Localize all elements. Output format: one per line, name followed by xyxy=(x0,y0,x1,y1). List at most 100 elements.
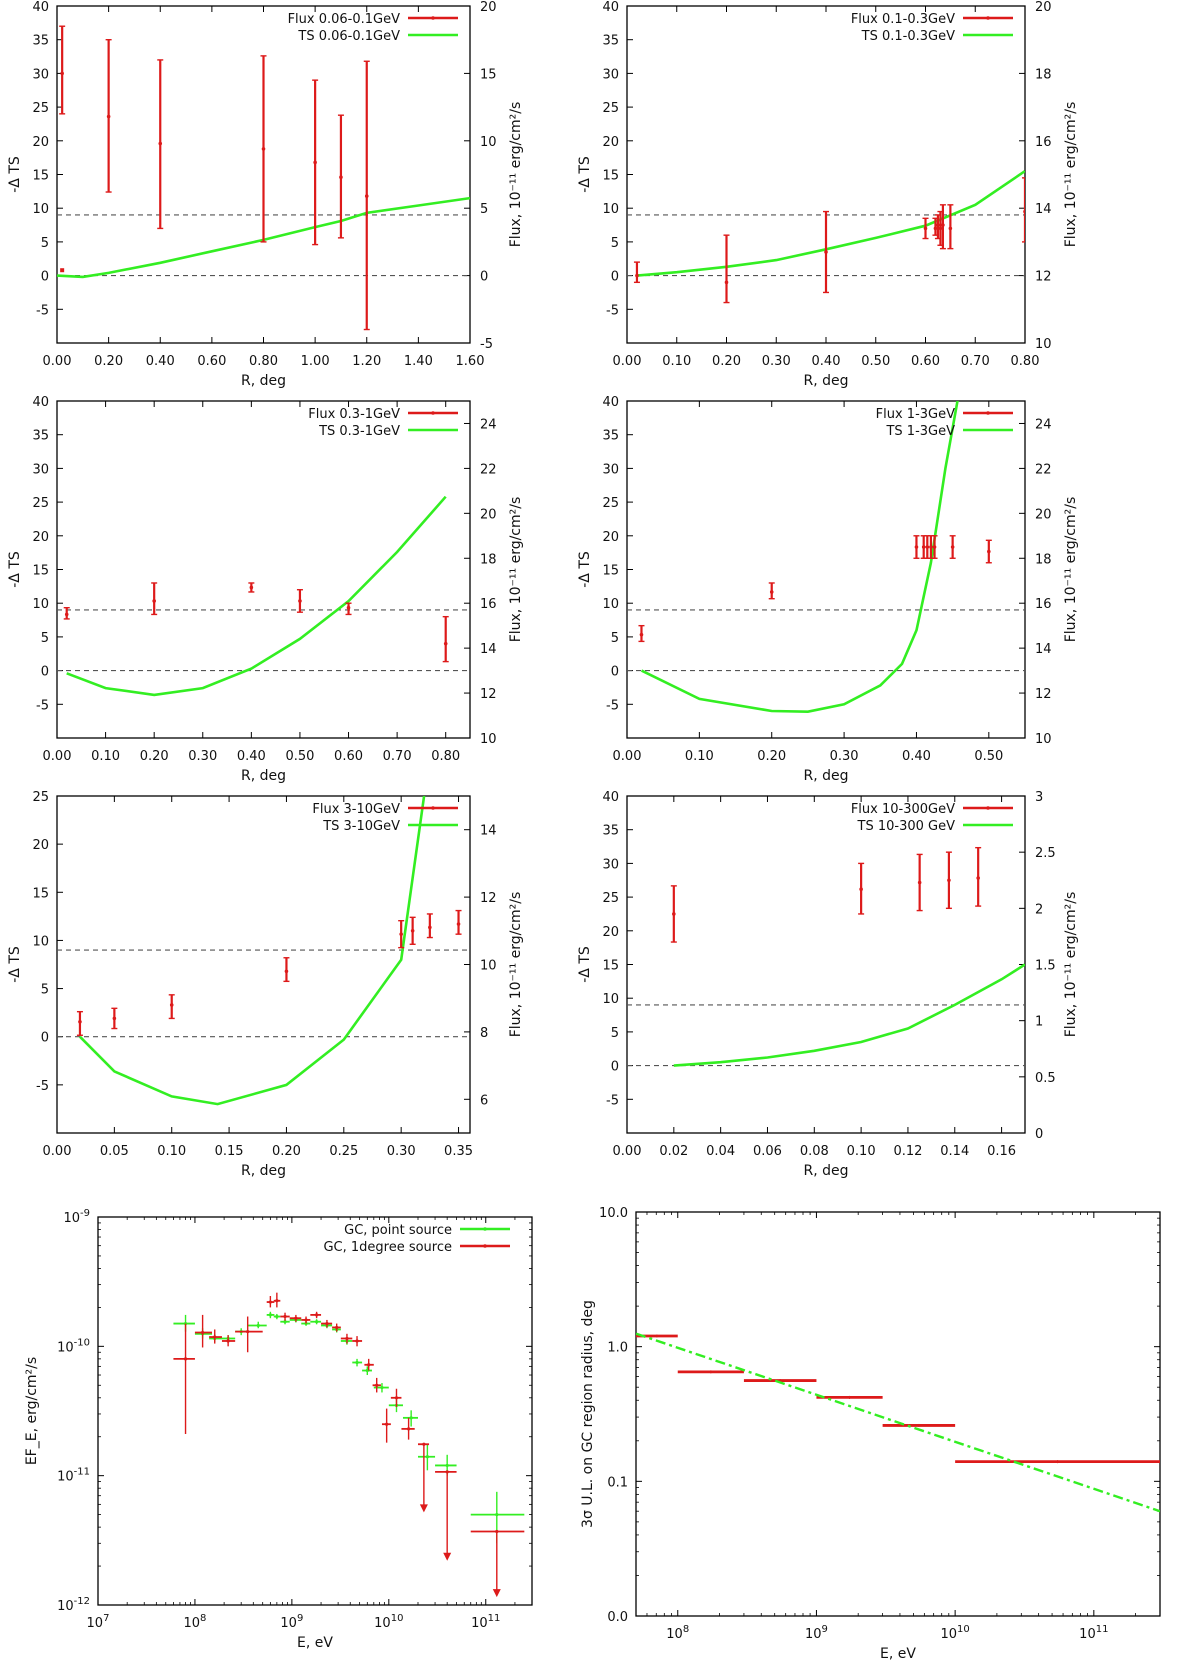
ts-curve xyxy=(66,495,447,697)
flux-point xyxy=(261,147,266,151)
y-tick-label: 0 xyxy=(611,1060,619,1075)
y2-tick-label: 10 xyxy=(1035,337,1052,352)
flux-point xyxy=(947,878,951,883)
sed-point xyxy=(409,1416,413,1420)
y2-axis-label: Flux, 10⁻¹¹ erg/cm²/s xyxy=(508,892,524,1038)
chart-panel-5: 0.00 0.05 0.10 0.15 0.20 0.25 0.30 0.35 -5 0 5 10 15… xyxy=(7,790,524,1179)
legend-label: Flux 0.3-1GeV xyxy=(308,407,400,422)
x-tick-label: 0.06 xyxy=(753,1144,782,1159)
sed-point xyxy=(406,1427,411,1431)
y-tick-label: 0 xyxy=(41,1031,49,1046)
x-tick-label: 107 xyxy=(87,1613,110,1631)
y-tick-label: 30 xyxy=(602,857,619,872)
x-tick-label: 0.30 xyxy=(830,749,859,764)
x-axis-label: R, deg xyxy=(241,768,286,784)
y2-axis-label: Flux, 10⁻¹¹ erg/cm²/s xyxy=(1063,102,1079,248)
sed-point xyxy=(213,1335,217,1339)
y-tick-label: 25 xyxy=(32,496,49,511)
fit-line xyxy=(636,1332,1160,1513)
legend-label: GC, 1degree source xyxy=(323,1240,452,1255)
sed-point xyxy=(268,1300,272,1304)
flux-point xyxy=(933,226,938,231)
y-axis-label: -Δ TS xyxy=(7,551,23,588)
legend-label: GC, point source xyxy=(344,1223,452,1238)
y2-tick-label: 1 xyxy=(1035,1015,1043,1030)
sed-point xyxy=(394,1396,399,1400)
y-tick-label: 35 xyxy=(32,429,49,444)
y2-tick-label: 0.5 xyxy=(1035,1071,1056,1086)
flux-point xyxy=(923,226,928,231)
flux-point xyxy=(948,226,953,231)
sed-point xyxy=(445,1463,449,1468)
y-tick-label: 20 xyxy=(602,135,619,150)
x-tick-label: 0.02 xyxy=(659,1144,688,1159)
y-tick-label: 15 xyxy=(602,564,619,579)
flux-point xyxy=(932,545,937,549)
x-axis-label: R, deg xyxy=(803,1163,848,1179)
plot-area xyxy=(627,170,1025,304)
y2-tick-label: 12 xyxy=(480,687,497,702)
y2-tick-label: 1.5 xyxy=(1035,959,1056,974)
y-tick-label: 20 xyxy=(32,135,49,150)
x-axis-label: E, eV xyxy=(297,1635,333,1651)
legend-marker xyxy=(431,411,435,415)
chart-panel-1: 0.00 0.20 0.40 0.60 0.80 1.00 1.20 1.40 1.60 -5 0 5… xyxy=(7,0,524,389)
legend-label: Flux 3-10GeV xyxy=(312,802,400,817)
x-tick-label: 0.10 xyxy=(157,1144,186,1159)
y-tick-label: 0 xyxy=(611,665,619,680)
y2-tick-label: 2.5 xyxy=(1035,846,1056,861)
flux-point xyxy=(112,1016,117,1021)
y2-tick-label: 16 xyxy=(480,597,497,612)
flux-point xyxy=(313,160,317,165)
flux-point xyxy=(78,1019,82,1024)
y-tick-label: 40 xyxy=(32,395,49,410)
x-tick-label: 0.30 xyxy=(762,354,791,369)
y-tick-label: 10 xyxy=(602,202,619,217)
x-tick-label: 0.40 xyxy=(902,749,931,764)
x-tick-label: 0.20 xyxy=(94,354,123,369)
y-tick-label: 35 xyxy=(602,429,619,444)
x-tick-label: 0.35 xyxy=(444,1144,473,1159)
sed-point xyxy=(315,1313,319,1317)
x-tick-label: 0.80 xyxy=(431,749,460,764)
sed-point xyxy=(380,1385,384,1390)
y-tick-label: 25 xyxy=(32,790,49,805)
y-tick-label: 25 xyxy=(602,496,619,511)
ts-curve xyxy=(78,796,426,1106)
y-tick-label: 5 xyxy=(611,631,619,646)
y-tick-label: 25 xyxy=(602,101,619,116)
plot-frame xyxy=(626,795,1026,1134)
y2-tick-label: 14 xyxy=(480,824,497,839)
x-axis-label: R, deg xyxy=(803,373,848,389)
x-tick-label: 0.70 xyxy=(383,749,412,764)
x-tick-label: 1010 xyxy=(374,1613,403,1631)
sed-point xyxy=(275,1314,279,1319)
flux-point xyxy=(938,226,943,231)
y2-tick-label: 12 xyxy=(1035,687,1052,702)
y-tick-label: 5 xyxy=(41,983,49,998)
legend-label: TS 0.06-0.1GeV xyxy=(297,29,400,44)
y2-tick-label: 20 xyxy=(480,0,497,15)
x-tick-label: 0.00 xyxy=(613,1144,642,1159)
y-tick-label: 0 xyxy=(611,270,619,285)
x-tick-label: 0.70 xyxy=(961,354,990,369)
x-tick-label: 0.60 xyxy=(197,354,226,369)
y2-axis-label: Flux, 10⁻¹¹ erg/cm²/s xyxy=(1063,892,1079,1038)
flux-point xyxy=(987,549,991,554)
x-tick-label: 1011 xyxy=(471,1613,500,1631)
x-tick-label: 0.40 xyxy=(812,354,841,369)
y-tick-label: 35 xyxy=(602,824,619,839)
x-tick-label: 0.25 xyxy=(329,1144,358,1159)
plot-area xyxy=(627,401,1025,714)
y2-axis-label: Flux, 10⁻¹¹ erg/cm²/s xyxy=(508,102,524,248)
plot-area xyxy=(627,846,1025,1067)
plot-area xyxy=(173,1292,525,1598)
y-tick-label: 10-9 xyxy=(63,1208,90,1226)
x-tick-label: 109 xyxy=(280,1613,303,1631)
y2-tick-label: 12 xyxy=(480,891,497,906)
y-tick-label: 35 xyxy=(602,34,619,49)
sed-point xyxy=(355,1339,359,1343)
legend: Flux 0.3-1GeV TS 0.3-1GeV xyxy=(308,407,458,439)
legend-label: Flux 1-3GeV xyxy=(876,407,955,422)
y2-tick-label: 16 xyxy=(1035,135,1052,150)
